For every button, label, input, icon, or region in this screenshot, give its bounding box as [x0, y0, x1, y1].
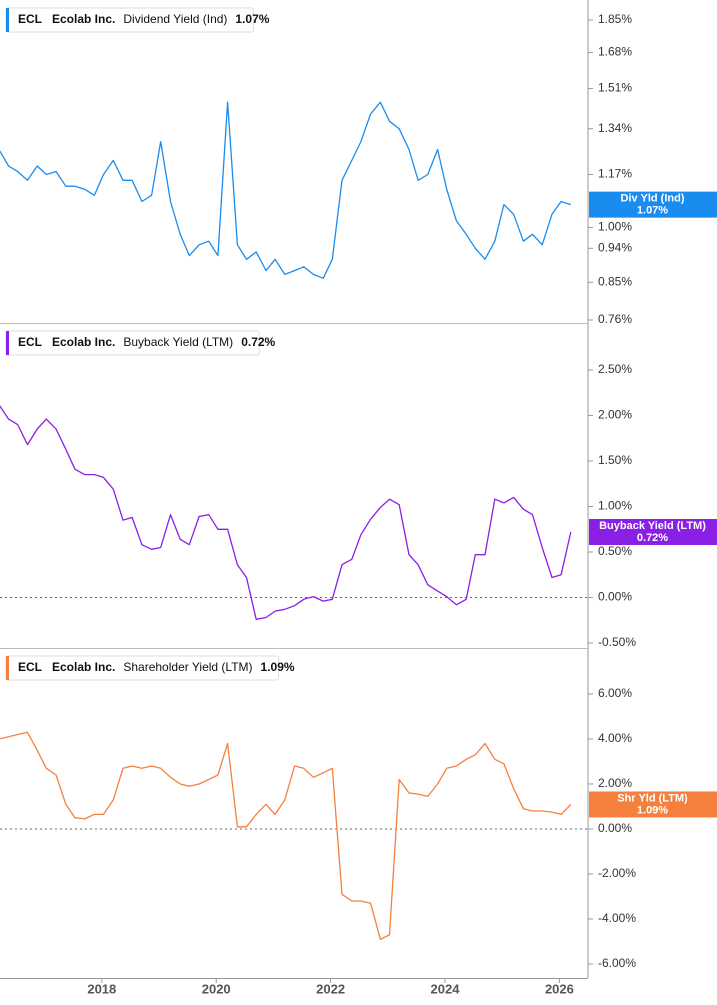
legend-series-name: Buyback Yield (LTM)	[123, 335, 233, 349]
price-tag-name: Buyback Yield (LTM)	[599, 520, 706, 532]
series-line	[0, 405, 572, 620]
y-tick-label: -2.00%	[598, 866, 636, 880]
y-tick-label: 1.00%	[598, 499, 632, 513]
legend-series-name: Shareholder Yield (LTM)	[123, 660, 252, 674]
legend-text: ECL Ecolab Inc. Dividend Yield (Ind) 1.07%	[18, 12, 270, 26]
legend-value: 1.09%	[261, 660, 295, 674]
price-tag	[589, 518, 717, 545]
y-tick-label: 0.85%	[598, 274, 632, 288]
legend-swatch	[6, 656, 9, 680]
y-tick-label: 0.76%	[598, 312, 632, 326]
x-tick-label: 2020	[202, 981, 231, 996]
y-tick-label: 1.85%	[598, 12, 632, 26]
y-tick-label: 0.00%	[598, 590, 632, 604]
x-tick-label: 2018	[87, 981, 116, 996]
series-line	[0, 731, 572, 940]
price-tag-value: 0.72%	[637, 532, 668, 544]
x-tick-label: 2022	[316, 981, 345, 996]
y-tick-label: 0.00%	[598, 821, 632, 835]
price-tag-name: Div Yld (Ind)	[621, 193, 685, 205]
legend-value: 1.07%	[235, 12, 269, 26]
legend-ticker: ECL	[18, 660, 42, 674]
y-tick-label: -0.50%	[598, 635, 636, 649]
y-tick-label: 1.17%	[598, 167, 632, 181]
y-tick-label: 1.00%	[598, 220, 632, 234]
y-tick-label: 1.51%	[598, 81, 632, 95]
legend-company: Ecolab Inc.	[52, 660, 115, 674]
price-tag-name: Shr Yld (LTM)	[617, 792, 688, 804]
y-tick-label: 4.00%	[598, 731, 632, 745]
price-tag	[589, 791, 717, 818]
legend-ticker: ECL	[18, 12, 42, 26]
x-tick-label: 2024	[431, 981, 461, 996]
y-tick-label: 2.00%	[598, 408, 632, 422]
x-tick-label: 2026	[545, 981, 574, 996]
y-tick-label: 6.00%	[598, 686, 632, 700]
price-tag	[589, 191, 717, 218]
legend-value: 0.72%	[241, 335, 275, 349]
legend-company: Ecolab Inc.	[52, 335, 115, 349]
y-tick-label: 0.94%	[598, 240, 632, 254]
y-tick-label: 1.68%	[598, 45, 632, 59]
y-tick-label: -6.00%	[598, 956, 636, 970]
legend-swatch	[6, 8, 9, 32]
legend-series-name: Dividend Yield (Ind)	[123, 12, 227, 26]
price-tag-value: 1.07%	[637, 205, 668, 217]
y-tick-label: 1.50%	[598, 453, 632, 467]
y-tick-label: 2.00%	[598, 776, 632, 790]
y-tick-label: -4.00%	[598, 911, 636, 925]
price-tag-value: 1.09%	[637, 804, 668, 816]
legend-text: ECL Ecolab Inc. Buyback Yield (LTM) 0.72%	[18, 335, 276, 349]
legend-company: Ecolab Inc.	[52, 12, 115, 26]
legend-swatch	[6, 331, 9, 355]
y-tick-label: 2.50%	[598, 362, 632, 376]
legend-ticker: ECL	[18, 335, 42, 349]
y-tick-label: 0.50%	[598, 544, 632, 558]
series-line	[0, 101, 571, 279]
legend-text: ECL Ecolab Inc. Shareholder Yield (LTM) 1.0…	[18, 660, 295, 674]
y-tick-label: 1.34%	[598, 121, 632, 135]
